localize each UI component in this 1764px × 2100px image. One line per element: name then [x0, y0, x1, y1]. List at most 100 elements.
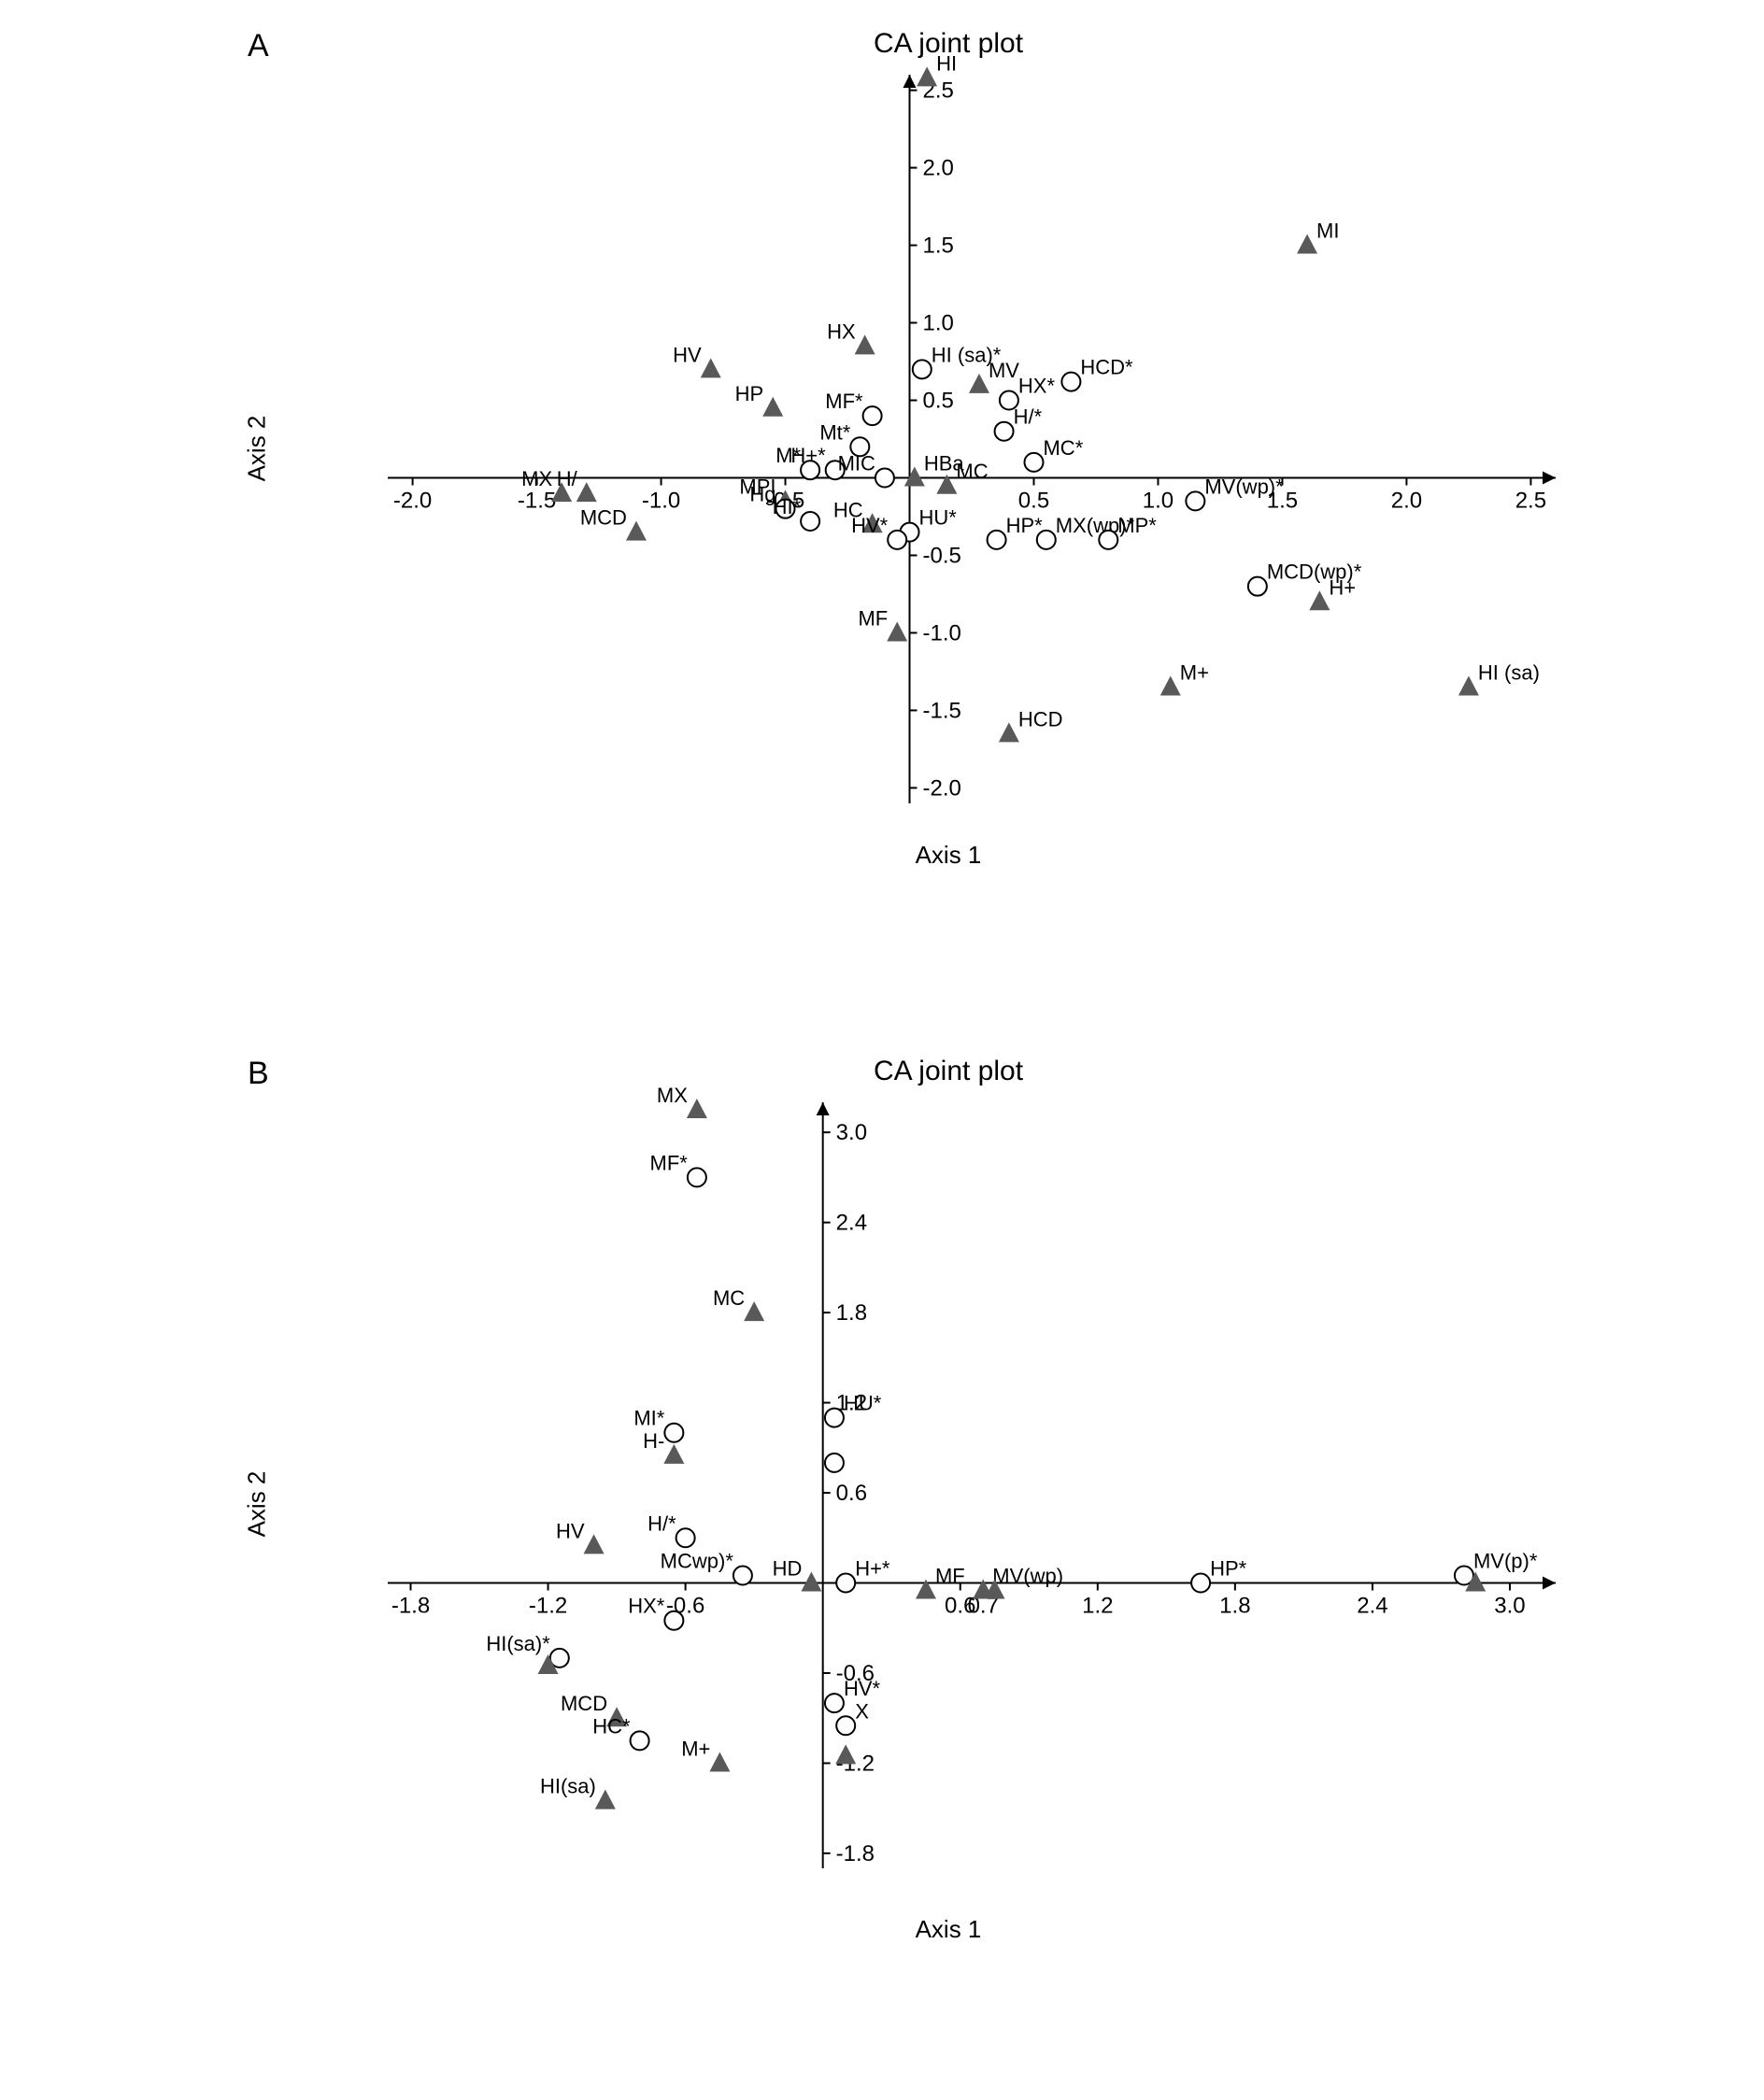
point-label: MI [1316, 220, 1339, 243]
point-label: MV(wp)* [1204, 475, 1284, 498]
point-label: HX* [1018, 375, 1056, 398]
circle-marker [888, 531, 906, 549]
point-label: MCD [580, 506, 627, 530]
svg-text:2.5: 2.5 [1515, 488, 1546, 513]
circle-marker [1186, 491, 1204, 510]
point-label: H/ [557, 467, 578, 490]
triangle-marker [969, 374, 989, 393]
triangle-marker [663, 1444, 684, 1464]
circle-marker [836, 1716, 855, 1735]
svg-text:-1.0: -1.0 [923, 620, 961, 646]
svg-text:1.2: 1.2 [1082, 1594, 1113, 1619]
point-label: H+* [855, 1557, 890, 1581]
point-label: MF [935, 1565, 965, 1588]
triangle-marker [626, 521, 647, 541]
point-label: MF* [650, 1151, 689, 1174]
point-label: HV* [844, 1677, 881, 1700]
point-label: MV(wp) [992, 1565, 1063, 1588]
point-label: HU* [919, 506, 958, 530]
circle-marker [676, 1528, 695, 1547]
point-label: MX [521, 467, 552, 490]
point-label: HU* [844, 1392, 882, 1415]
point-label: HI* [773, 495, 802, 518]
point-label: HP* [1006, 514, 1044, 537]
plot-b-svg: -1.8-1.2-0.60.61.21.82.43.00.7-1.8-1.2-0… [248, 1056, 1649, 1952]
svg-text:-1.5: -1.5 [923, 698, 961, 723]
point-label: MC [956, 460, 988, 483]
triangle-marker [801, 1572, 821, 1592]
svg-text:0.5: 0.5 [1018, 488, 1049, 513]
svg-text:-0.5: -0.5 [923, 543, 961, 568]
circle-marker [1191, 1574, 1210, 1593]
circle-marker [825, 1454, 844, 1472]
point-label: H+* [790, 444, 826, 467]
svg-text:1.0: 1.0 [923, 311, 954, 336]
circle-marker [688, 1168, 706, 1186]
point-label: HV* [851, 514, 889, 537]
triangle-marker [887, 621, 907, 641]
plot-b-container: B CA joint plot Axis 2 Axis 1 -1.8-1.2-0… [248, 1056, 1649, 1952]
point-label: M+ [1180, 661, 1209, 685]
point-label: HD [773, 1557, 803, 1581]
point-label: MV(p)* [1473, 1549, 1538, 1572]
point-label: MCD [561, 1692, 607, 1715]
point-label: X [855, 1699, 869, 1723]
circle-marker [801, 512, 819, 531]
point-label: HP* [1210, 1557, 1247, 1581]
svg-text:1.0: 1.0 [1143, 488, 1174, 513]
svg-text:2.0: 2.0 [1391, 488, 1422, 513]
triangle-marker [917, 66, 937, 86]
circle-marker [1037, 531, 1056, 549]
svg-text:-2.0: -2.0 [923, 775, 961, 801]
triangle-marker [1160, 676, 1181, 696]
triangle-marker [576, 482, 597, 502]
circle-marker [863, 406, 882, 425]
svg-text:2.0: 2.0 [923, 156, 954, 181]
point-label: MP* [1117, 514, 1157, 537]
triangle-marker [584, 1534, 605, 1554]
svg-text:1.8: 1.8 [1219, 1594, 1250, 1619]
svg-text:2.4: 2.4 [836, 1211, 867, 1236]
circle-marker [631, 1731, 649, 1750]
point-label: HX* [628, 1595, 665, 1618]
circle-marker [836, 1574, 855, 1593]
point-label: HX [827, 319, 856, 343]
circle-marker [664, 1424, 683, 1442]
svg-text:-1.8: -1.8 [836, 1841, 875, 1866]
svg-text:3.0: 3.0 [836, 1120, 867, 1145]
plot-a-container: A CA joint plot Axis 2 Axis 1 -2.0-1.5-1… [248, 28, 1649, 869]
circle-marker [825, 1409, 844, 1427]
point-label: H/* [1014, 405, 1043, 429]
point-label: MF* [825, 390, 863, 413]
triangle-marker [999, 722, 1019, 742]
circle-marker [875, 468, 894, 487]
point-label: HI (sa) [1478, 661, 1540, 685]
point-label: HV [556, 1519, 585, 1542]
triangle-marker [1309, 590, 1330, 610]
circle-marker [664, 1611, 683, 1630]
triangle-marker [1297, 234, 1317, 254]
svg-text:-1.8: -1.8 [391, 1594, 430, 1619]
point-label: HV [673, 343, 702, 366]
point-label: MF [858, 606, 888, 630]
triangle-marker [687, 1099, 707, 1118]
point-label: MV [989, 359, 1019, 382]
triangle-marker [595, 1790, 616, 1809]
circle-marker [1061, 373, 1080, 391]
triangle-marker [744, 1301, 764, 1321]
circle-marker [733, 1566, 752, 1584]
point-label: HC* [592, 1714, 631, 1738]
circle-marker [1248, 577, 1267, 596]
svg-text:-1.0: -1.0 [642, 488, 680, 513]
svg-text:2.4: 2.4 [1357, 1594, 1387, 1619]
point-label: MC* [1043, 436, 1083, 460]
point-label: HI(sa)* [486, 1632, 550, 1655]
circle-marker [988, 531, 1006, 549]
point-label: H+ [1329, 575, 1356, 599]
svg-text:-1.5: -1.5 [518, 488, 556, 513]
page: A CA joint plot Axis 2 Axis 1 -2.0-1.5-1… [0, 0, 1764, 2100]
svg-text:0.5: 0.5 [923, 389, 954, 414]
plot-a-svg: -2.0-1.5-1.0-0.50.51.01.52.02.5-2.0-1.5-… [248, 28, 1649, 869]
svg-text:3.0: 3.0 [1494, 1594, 1525, 1619]
circle-marker [995, 422, 1014, 441]
